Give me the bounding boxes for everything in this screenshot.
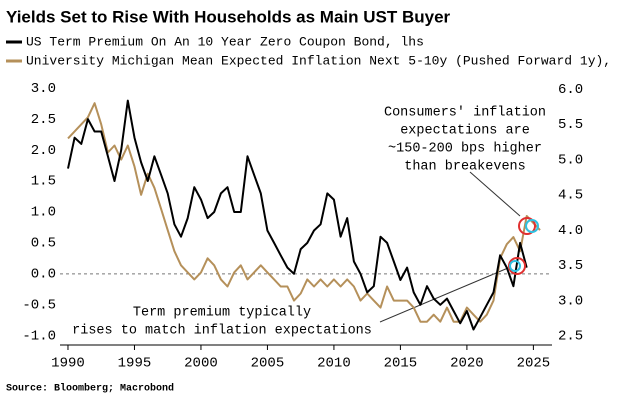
annotation: expectations are [400,124,530,139]
y-tick-label: 2.5 [31,112,56,128]
x-tick-label: 2005 [251,356,285,372]
x-tick-label: 2000 [184,356,218,372]
chart-title: Yields Set to Rise With Households as Ma… [6,7,451,26]
annotation: Term premium typically [133,306,311,321]
y-tick-label: 3.0 [31,81,56,97]
y-tick-label: 0.0 [31,267,56,283]
x-tick-label: 1995 [118,356,152,372]
y-tick-label: -0.5 [22,297,56,313]
x-tick-label: 2010 [317,356,351,372]
arrow [469,171,521,217]
highlight [525,219,539,233]
highlight [509,260,521,272]
x-tick-label: 2015 [384,356,418,372]
legend-label: US Term Premium On An 10 Year Zero Coupo… [26,34,424,49]
x-tick-label: 2025 [517,356,551,372]
y-tick-label: -1.0 [22,328,56,344]
y2-tick-label: 3.0 [558,293,583,309]
series-line [67,99,528,331]
highlight [518,217,536,235]
arrow [379,267,509,323]
y-tick-label: 0.5 [31,236,56,252]
x-tick-label: 1990 [51,356,85,372]
y2-tick-label: 5.5 [558,117,583,133]
y-tick-label: 1.0 [31,205,56,221]
legend-label: University Michigan Mean Expected Inflat… [26,53,618,68]
y2-tick-label: 4.0 [558,223,583,239]
y-tick-label: 1.5 [31,174,56,190]
y-tick-label: 2.0 [31,143,56,159]
x-tick-label: 2020 [450,356,484,372]
y2-tick-label: 6.0 [558,82,583,98]
annotation: rises to match inflation expectations [72,324,372,339]
source: Source: Bloomberg; Macrobond [6,383,174,395]
annotation: ~150-200 bps higher [388,142,542,157]
y2-tick-label: 4.5 [558,188,583,204]
y2-tick-label: 5.0 [558,152,583,168]
annotation: Consumers' inflation [384,106,546,121]
y2-tick-label: 2.5 [558,329,583,345]
annotation: than breakevens [404,160,526,175]
y2-tick-label: 3.5 [558,258,583,274]
